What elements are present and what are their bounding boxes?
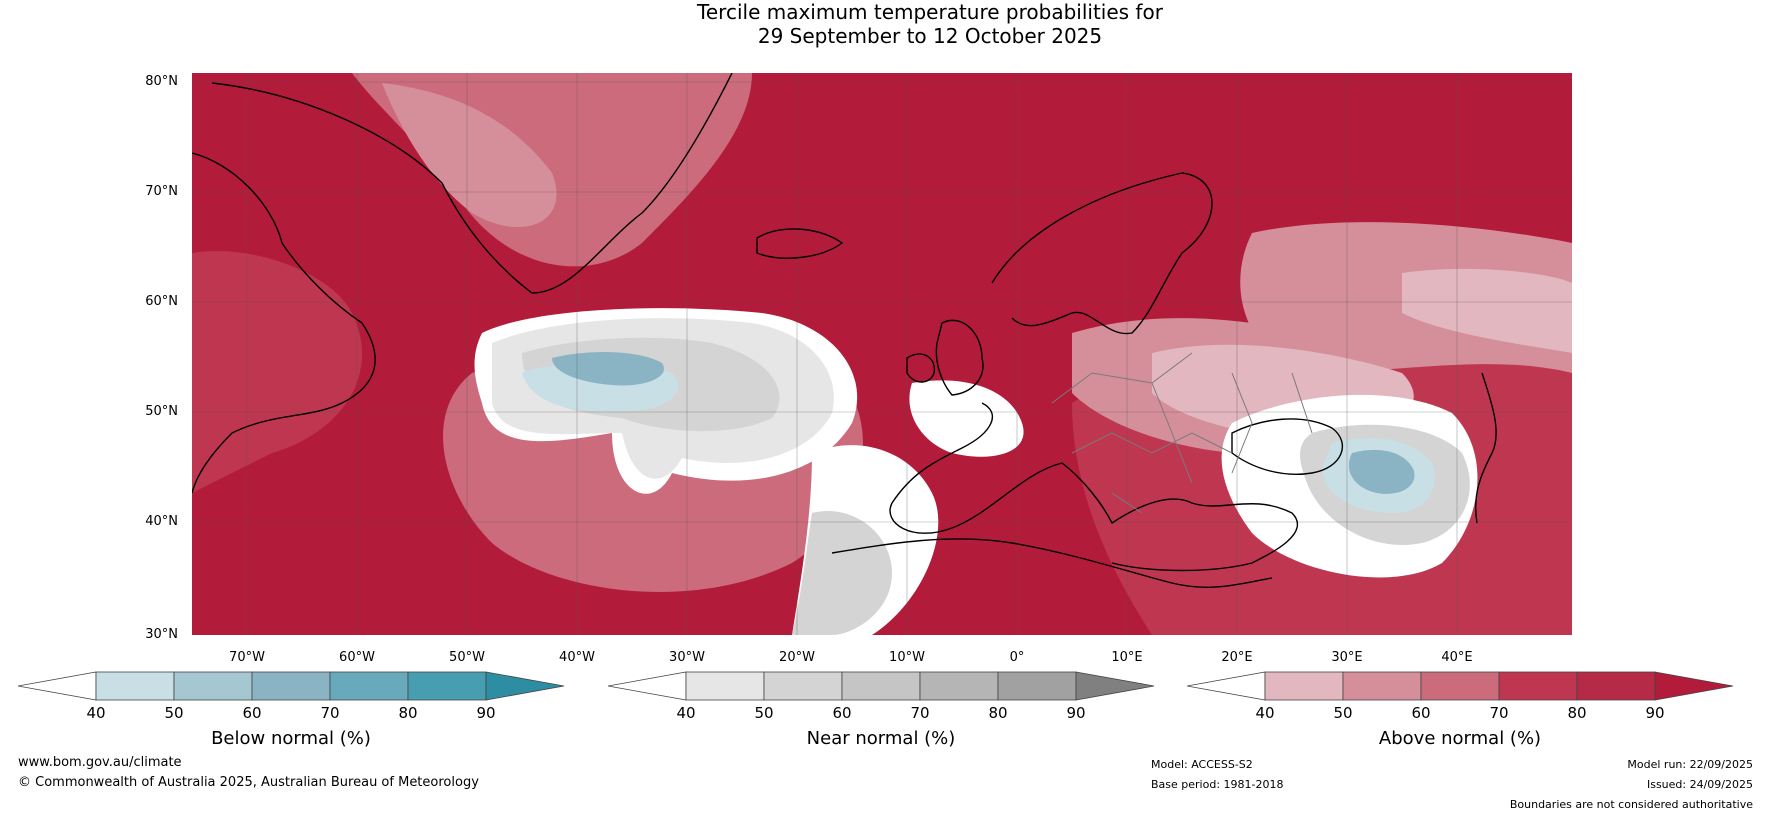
- legend-tick: 70: [320, 704, 340, 722]
- legend-tick: 40: [1255, 704, 1275, 722]
- website-link[interactable]: www.bom.gov.au/climate: [18, 755, 182, 770]
- colorbar-below-normal: [17, 671, 565, 701]
- legend-tick: 60: [832, 704, 852, 722]
- probability-map: [192, 73, 1572, 635]
- lon-label-40e: 40°E: [1441, 650, 1473, 665]
- coastline-great-britain: [935, 319, 984, 396]
- legend-caption-above: Above normal (%): [1378, 728, 1542, 749]
- colorbar-block: [95, 671, 175, 701]
- colorbar-block: [763, 671, 843, 701]
- colorbar-extend-high: [1075, 671, 1155, 701]
- colorbar-block: [841, 671, 921, 701]
- model-text: Model: ACCESS-S2: [1151, 758, 1253, 771]
- lon-label-50w: 50°W: [449, 650, 485, 665]
- region-above-60-greenland: [382, 83, 557, 228]
- region-blank-france: [909, 380, 1024, 457]
- lat-label-30n: 30°N: [145, 627, 178, 642]
- coastline-iceland: [756, 228, 844, 259]
- coastline-canada: [192, 152, 376, 494]
- colorbar-block: [997, 671, 1077, 701]
- colorbar-extend-low: [607, 671, 687, 701]
- chart-title: Tercile maximum temperature probabilitie…: [0, 0, 1770, 48]
- lon-label-30w: 30°W: [669, 650, 705, 665]
- lon-label-70w: 70°W: [229, 650, 265, 665]
- region-below-60-north-atlantic: [552, 351, 664, 386]
- issued-text: Issued: 24/09/2025: [1646, 778, 1753, 791]
- legend-tick: 40: [86, 704, 106, 722]
- colorbar-block: [407, 671, 487, 701]
- legend-tick: 70: [1489, 704, 1509, 722]
- map-canvas: [192, 73, 1572, 635]
- region-below-60-caucasus: [1348, 449, 1415, 494]
- legend-tick: 90: [1066, 704, 1086, 722]
- colorbar-above-normal: [1186, 671, 1734, 701]
- legend-tick: 70: [910, 704, 930, 722]
- coastline-greenland: [211, 73, 733, 294]
- legend-tick: 80: [988, 704, 1008, 722]
- lat-label-50n: 50°N: [145, 404, 178, 419]
- lon-label-60w: 60°W: [339, 650, 375, 665]
- coastline-europe: [889, 402, 1299, 572]
- colorbar-near-normal: [607, 671, 1155, 701]
- lon-label-20w: 20°W: [779, 650, 815, 665]
- colorbar-block: [329, 671, 409, 701]
- legend-below-normal: 40 50 60 70 80 90 Below normal (%): [17, 668, 566, 749]
- colorbar-block: [1342, 671, 1422, 701]
- legend-tick: 90: [476, 704, 496, 722]
- legend-caption-below: Below normal (%): [211, 728, 371, 749]
- lon-label-30e: 30°E: [1331, 650, 1363, 665]
- lat-label-70n: 70°N: [145, 184, 178, 199]
- colorbar-block: [685, 671, 765, 701]
- coastline-scandinavia: [991, 172, 1213, 335]
- colorbar-extend-low: [17, 671, 97, 701]
- lon-label-10w: 10°W: [889, 650, 925, 665]
- colorbar-extend-high: [485, 671, 565, 701]
- lat-label-40n: 40°N: [145, 514, 178, 529]
- coastline-ireland: [906, 353, 936, 383]
- lon-label-40w: 40°W: [559, 650, 595, 665]
- region-above-50-west-russia: [1402, 268, 1572, 353]
- colorbar-block: [1264, 671, 1344, 701]
- colorbar-block: [919, 671, 999, 701]
- legend-near-normal: 40 50 60 70 80 90 Near normal (%): [607, 668, 1156, 749]
- colorbar-block: [1420, 671, 1500, 701]
- colorbar-block: [251, 671, 331, 701]
- legend-tick: 60: [1411, 704, 1431, 722]
- lon-label-20e: 20°E: [1221, 650, 1253, 665]
- coastline-caspian: [1475, 372, 1497, 524]
- colorbar-extend-high: [1654, 671, 1734, 701]
- base-period-text: Base period: 1981-2018: [1151, 778, 1284, 791]
- legend-tick: 40: [676, 704, 696, 722]
- country-borders: [1051, 352, 1313, 514]
- legend-caption-near: Near normal (%): [806, 728, 956, 749]
- lon-label-0: 0°: [1009, 650, 1025, 665]
- graticule: [192, 73, 1572, 635]
- colorbar-block: [1498, 671, 1578, 701]
- disclaimer-text: Boundaries are not considered authoritat…: [1509, 798, 1753, 811]
- colorbar-extend-low: [1186, 671, 1266, 701]
- legend-tick: 50: [164, 704, 184, 722]
- lat-label-60n: 60°N: [145, 294, 178, 309]
- lat-label-80n: 80°N: [145, 74, 178, 89]
- colorbar-block: [173, 671, 253, 701]
- coastlines: [192, 73, 1497, 588]
- coastline-north-africa: [831, 538, 1273, 588]
- colorbar-block: [1576, 671, 1656, 701]
- model-run-text: Model run: 22/09/2025: [1627, 758, 1753, 771]
- legend-tick: 80: [398, 704, 418, 722]
- title-line-1: Tercile maximum temperature probabilitie…: [697, 0, 1163, 24]
- copyright-text: © Commonwealth of Australia 2025, Austra…: [18, 775, 479, 790]
- title-line-2: 29 September to 12 October 2025: [757, 24, 1103, 48]
- lon-label-10e: 10°E: [1111, 650, 1143, 665]
- legend-tick: 60: [242, 704, 262, 722]
- coastline-black-sea: [1231, 418, 1343, 475]
- legend-tick: 50: [1333, 704, 1353, 722]
- legend-tick: 50: [754, 704, 774, 722]
- legend-above-normal: 40 50 60 70 80 90 Above normal (%): [1186, 668, 1735, 749]
- legend-tick: 90: [1645, 704, 1665, 722]
- region-near-50-iberia: [792, 511, 892, 635]
- legend-tick: 80: [1567, 704, 1587, 722]
